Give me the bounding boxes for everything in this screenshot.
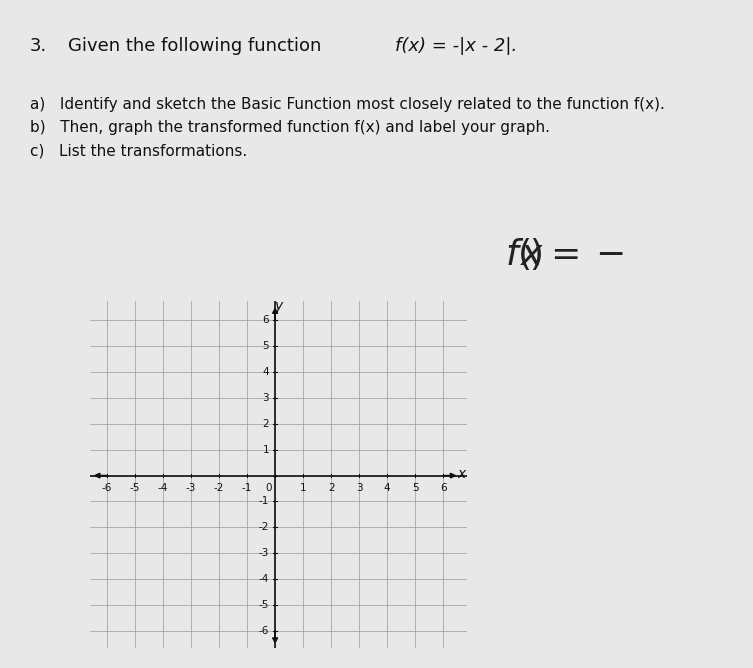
Text: -1: -1 (242, 483, 252, 493)
Text: -4: -4 (258, 574, 269, 584)
Text: 3: 3 (262, 393, 269, 403)
Text: -3: -3 (186, 483, 197, 493)
Text: -2: -2 (214, 483, 224, 493)
Text: 6: 6 (440, 483, 447, 493)
Text: 6: 6 (262, 315, 269, 325)
Text: 0: 0 (265, 483, 272, 493)
Text: c)   List the transformations.: c) List the transformations. (30, 144, 248, 158)
Text: 2: 2 (328, 483, 334, 493)
Text: -1: -1 (258, 496, 269, 506)
Text: $f(\!\!\mathit{x}\!\!) = -$: $f(\!\!\mathit{x}\!\!) = -$ (505, 236, 623, 272)
Text: -6: -6 (258, 626, 269, 636)
Text: 5: 5 (412, 483, 419, 493)
Text: Given the following function: Given the following function (68, 37, 327, 55)
Text: -5: -5 (130, 483, 140, 493)
Text: 4: 4 (384, 483, 390, 493)
Text: 3: 3 (355, 483, 362, 493)
Text: x: x (457, 466, 465, 480)
Text: a)   Identify and sketch the Basic Function most closely related to the function: a) Identify and sketch the Basic Functio… (30, 97, 665, 112)
FancyArrow shape (273, 631, 278, 643)
Text: 1: 1 (262, 445, 269, 455)
Text: -6: -6 (102, 483, 112, 493)
FancyArrow shape (273, 309, 278, 320)
Text: -5: -5 (258, 600, 269, 610)
Text: 1: 1 (300, 483, 306, 493)
Text: b)   Then, graph the transformed function f(x) and label your graph.: b) Then, graph the transformed function … (30, 120, 550, 135)
Text: 4: 4 (262, 367, 269, 377)
Text: 3.: 3. (30, 37, 47, 55)
FancyArrow shape (443, 473, 456, 478)
Text: 5: 5 (262, 341, 269, 351)
Text: f(x) = -|x - 2|.: f(x) = -|x - 2|. (395, 37, 517, 55)
Text: y: y (274, 299, 282, 313)
Text: -3: -3 (258, 548, 269, 558)
Text: 2: 2 (262, 419, 269, 429)
Text: -2: -2 (258, 522, 269, 532)
FancyArrow shape (95, 473, 108, 478)
Text: -4: -4 (158, 483, 169, 493)
